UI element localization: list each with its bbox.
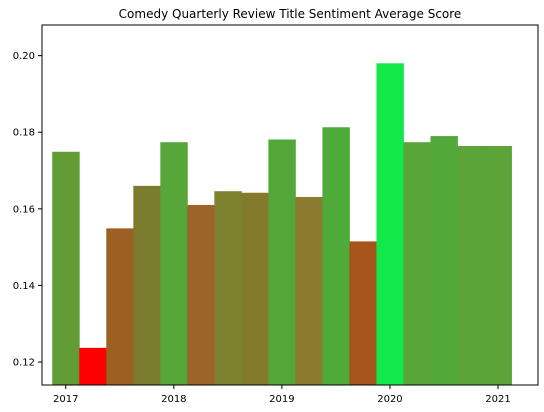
bar-8 bbox=[268, 139, 296, 385]
bars-group bbox=[52, 63, 512, 386]
bar-5 bbox=[187, 205, 215, 385]
plot-frame bbox=[41, 24, 539, 386]
x-axis: 2017 2018 2019 2020 2021 bbox=[53, 385, 511, 405]
y-tick-label-3: 0.18 bbox=[13, 128, 35, 139]
bar-14 bbox=[430, 136, 458, 385]
bar-10 bbox=[322, 127, 350, 386]
bar-4 bbox=[160, 142, 188, 385]
bar-11 bbox=[349, 241, 377, 385]
chart-title: Comedy Quarterly Review Title Sentiment … bbox=[119, 7, 462, 21]
bar-6 bbox=[214, 191, 242, 385]
y-tick-label-0: 0.12 bbox=[13, 358, 35, 369]
x-tick-label-4: 2021 bbox=[485, 394, 510, 405]
bar-15 bbox=[457, 146, 485, 385]
bar-7 bbox=[241, 192, 269, 385]
bar-0 bbox=[52, 151, 80, 385]
x-tick-label-0: 2017 bbox=[53, 394, 78, 405]
x-tick-label-3: 2020 bbox=[377, 394, 402, 405]
bar-13 bbox=[403, 142, 431, 385]
y-tick-label-4: 0.20 bbox=[13, 51, 35, 62]
bar-16 bbox=[484, 146, 512, 385]
y-axis: 0.12 0.14 0.16 0.18 0.20 bbox=[13, 51, 42, 369]
y-tick-label-2: 0.16 bbox=[13, 204, 35, 215]
y-tick-label-1: 0.14 bbox=[13, 281, 35, 292]
bar-9 bbox=[295, 196, 323, 385]
bar-2 bbox=[106, 228, 134, 385]
x-tick-label-1: 2018 bbox=[161, 394, 186, 405]
x-tick-label-2: 2019 bbox=[269, 394, 294, 405]
bar-12 bbox=[376, 63, 404, 385]
bar-3 bbox=[133, 185, 161, 385]
bar-1 bbox=[79, 347, 107, 385]
